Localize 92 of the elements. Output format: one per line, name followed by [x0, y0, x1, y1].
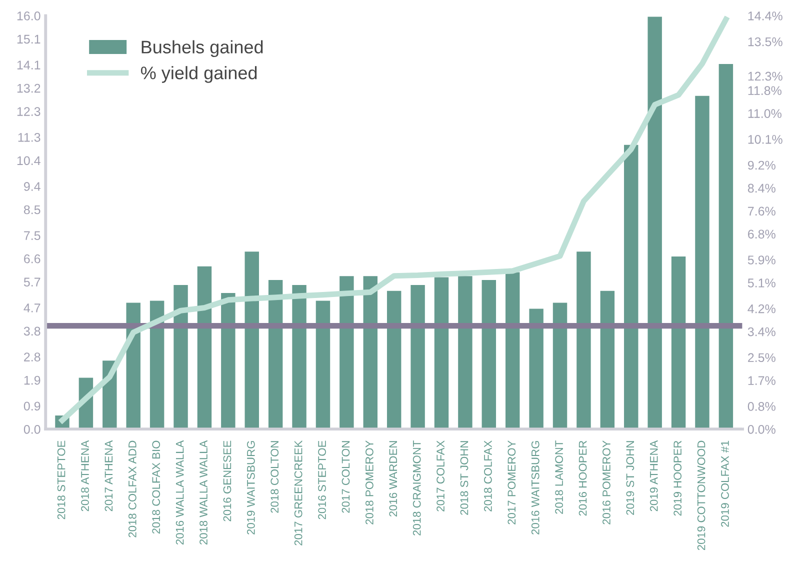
x-tick-label: 2017 POMEROY — [508, 440, 516, 524]
bar — [316, 300, 330, 430]
bar — [292, 284, 306, 430]
y-tick-label: 1.9 — [24, 376, 40, 385]
x-tick-label: 2018 ATHENA — [81, 440, 89, 512]
y2-tick-label: 2.5% — [748, 353, 776, 362]
bar — [386, 290, 402, 430]
x-tick-label: 2018 WALLA WALLA — [200, 440, 208, 544]
y2-tick-label: 4.2% — [748, 304, 776, 314]
y-tick-label: 10.4 — [17, 156, 40, 166]
x-tick-label: 2016 POMEROY — [602, 440, 610, 524]
bar — [458, 276, 472, 430]
y2-tick-label: 11.0% — [748, 109, 782, 118]
x-tick-label: 2016 HOOPER — [578, 440, 587, 516]
x-tick-label: 2018 ST JOHN — [460, 441, 468, 515]
legend-label: Bushels gained — [142, 40, 263, 58]
y-tick-label: 7.5 — [24, 231, 40, 240]
bar — [363, 276, 378, 430]
bar — [434, 277, 449, 430]
y-tick-label: 0.9 — [24, 402, 40, 411]
bar — [221, 292, 236, 430]
y-tick-label: 16.0 — [17, 12, 40, 20]
y2-tick-label: 9.2% — [748, 160, 776, 170]
y-tick-label: 9.4 — [24, 182, 40, 191]
x-tick-label: 2018 POMEROY — [366, 440, 374, 524]
y2-tick-label: 12.3% — [748, 72, 782, 81]
x-tick-label: 2018 LAMONT — [555, 440, 563, 514]
y-tick-label: 5.7 — [24, 278, 40, 287]
bar — [340, 276, 354, 430]
bar — [197, 266, 212, 430]
bar — [600, 290, 615, 430]
y2-tick-label: 11.8% — [748, 86, 782, 96]
x-tick-label: 2018 CRAIGMONT — [412, 440, 421, 536]
bar — [482, 280, 496, 430]
bar — [529, 308, 544, 430]
y-tick-label: 4.7 — [24, 304, 40, 312]
x-tick-label: 2019 ST JOHN — [626, 441, 634, 515]
x-tick-label: 2019 HOOPER — [674, 440, 682, 516]
y2-tick-label: 6.8% — [748, 230, 776, 239]
x-tick-label: 2018 COLFAX — [484, 440, 492, 512]
y2-tick-label: 7.6% — [748, 206, 776, 216]
y-tick-label: 15.1 — [17, 34, 40, 44]
bar — [624, 144, 638, 430]
x-tick-label: 2018 COLFAX ADD — [128, 440, 136, 538]
y2-tick-label: 0.0% — [748, 424, 776, 434]
x-tick-label: 2019 ATHENA — [650, 440, 658, 512]
legend-label: % yield gained — [140, 66, 257, 83]
y2-tick-label: 0.8% — [748, 402, 776, 411]
y2-tick-label: 13.5% — [748, 37, 782, 46]
bar — [576, 252, 591, 430]
x-tick-label: 2019 COTTONWOOD — [697, 440, 706, 550]
bar — [244, 252, 259, 430]
bar — [268, 280, 283, 430]
x-tick-label: 2019 COLFAX #1 — [721, 440, 729, 527]
y2-tick-label: 14.4% — [748, 12, 782, 20]
y-tick-label: 13.2 — [17, 84, 40, 93]
y-tick-label: 11.3 — [18, 132, 40, 142]
x-tick-label: 2017 COLFAX — [436, 440, 444, 512]
y-tick-label: 14.1 — [17, 60, 40, 70]
y2-tick-label: 1.7% — [748, 376, 776, 385]
y-tick-label: 0.0 — [24, 424, 40, 434]
x-tick-label: 2019 WAITSBURG — [246, 441, 255, 534]
bar — [695, 96, 710, 430]
x-tick-label: 2018 COLTON — [270, 441, 279, 513]
x-tick-label: 2017 ATHENA — [104, 440, 113, 512]
bar — [648, 16, 662, 430]
y2-tick-label: 5.1% — [748, 278, 776, 288]
bar — [505, 272, 520, 430]
y2-tick-label: 3.4% — [748, 327, 776, 336]
x-tick-label: 2016 WALLA WALLA — [176, 440, 184, 544]
x-tick-label: 2018 STEPTOE — [57, 440, 66, 520]
bar — [671, 256, 686, 430]
x-tick-label: 2016 STEPTOE — [318, 440, 326, 520]
y-tick-label: 3.8 — [24, 326, 40, 336]
x-tick-label: 2016 WARDEN — [389, 441, 398, 516]
y-tick-label: 2.8 — [24, 352, 40, 362]
x-tick-label: 2016 WAITSBURG — [531, 441, 540, 534]
bar — [718, 64, 734, 430]
x-tick-label: 2018 COLFAX BIO — [152, 440, 160, 534]
bar — [174, 284, 188, 430]
y-tick-label: 12.3 — [17, 107, 40, 116]
y-tick-label: 8.5 — [24, 205, 40, 214]
x-tick-label: 2017 COLTON — [342, 441, 350, 513]
x-tick-label: 2016 GENESEE — [223, 440, 232, 522]
bar — [552, 302, 568, 430]
y-tick-label: 6.6 — [24, 254, 40, 264]
bar — [410, 284, 425, 430]
bar — [150, 300, 164, 430]
y2-tick-label: 8.4% — [748, 184, 776, 193]
y2-tick-label: 10.1% — [748, 134, 782, 144]
y2-tick-label: 5.9% — [748, 256, 776, 264]
x-tick-label: 2017 GREENCREEK — [294, 440, 302, 546]
